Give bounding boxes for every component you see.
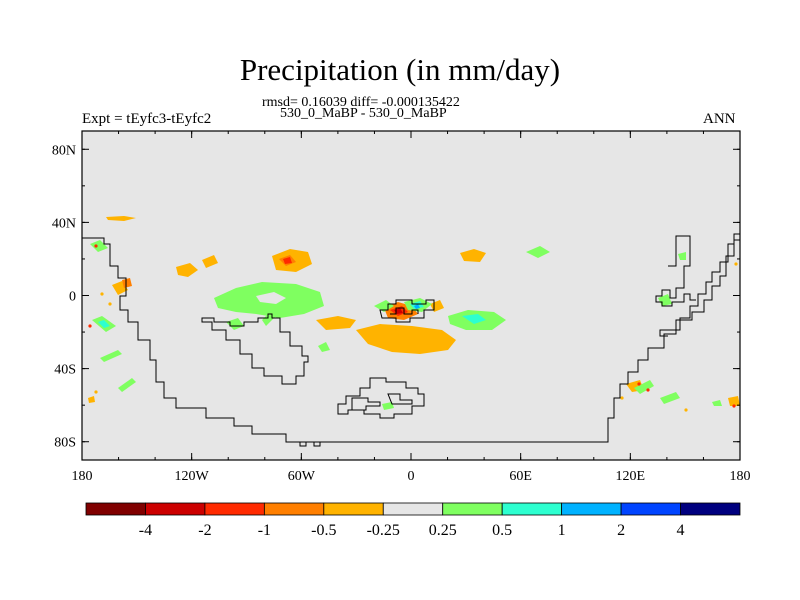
- lon-tick-label: 180: [72, 469, 93, 484]
- colorbar-box: [145, 502, 206, 516]
- lat-tick-label: 80S: [54, 436, 76, 451]
- lon-tick-label: 120W: [175, 469, 210, 484]
- anomaly-speck: [734, 262, 738, 266]
- anomaly-patch: [374, 300, 394, 312]
- anomaly-patch: [98, 320, 110, 328]
- anomaly-patch: [122, 278, 132, 288]
- coastline: [659, 329, 668, 337]
- colorbar-box: [323, 502, 384, 516]
- anomaly-patch: [356, 324, 456, 354]
- colorbar-box: [501, 502, 563, 516]
- anomaly-patch: [728, 396, 740, 406]
- lon-tick-label: 60W: [288, 469, 316, 484]
- cases-line: 530_0_MaBP - 530_0_MaBP: [280, 106, 447, 121]
- colorbar-label: 1: [558, 522, 566, 539]
- coastlines: [82, 233, 741, 447]
- lon-tick-label: 60E: [509, 469, 532, 484]
- coastline: [390, 307, 419, 315]
- anomaly-speck: [94, 244, 98, 248]
- anomaly-patch: [226, 318, 244, 330]
- stats-line: rmsd= 0.16039 diff= -0.000135422: [262, 95, 460, 110]
- colorbar-label: -1: [258, 522, 271, 539]
- anomaly-speck: [684, 408, 688, 412]
- anomaly-speck: [646, 388, 650, 392]
- anomaly-speck: [100, 292, 104, 296]
- colorbar-box: [442, 502, 503, 516]
- anomaly-patch: [678, 252, 686, 260]
- colorbar-label: -4: [139, 522, 152, 539]
- coastline: [201, 313, 309, 385]
- anomaly-patch: [283, 257, 292, 264]
- coastline: [387, 393, 413, 405]
- colorbar-box: [85, 502, 146, 516]
- anomaly-patch: [526, 246, 550, 258]
- anomaly-patch: [202, 255, 218, 268]
- colorbar-box: [263, 502, 325, 516]
- anomaly-patches: [88, 216, 740, 412]
- map-background: [82, 131, 740, 460]
- lon-tick-label: 0: [408, 469, 415, 484]
- anomaly-speck: [88, 324, 92, 328]
- lat-tick-label: 40S: [54, 363, 76, 378]
- anomaly-patch: [118, 378, 136, 392]
- anomaly-patch: [712, 400, 722, 406]
- colorbar-label: 4: [677, 522, 685, 539]
- anomaly-patch: [256, 292, 286, 304]
- anomaly-patch: [634, 380, 654, 394]
- colorbar-label: 2: [617, 522, 625, 539]
- colorbar-box: [680, 502, 741, 516]
- plot-title: Precipitation (in mm/day): [239, 52, 561, 87]
- coastline: [82, 233, 741, 443]
- coastline: [286, 441, 321, 447]
- anomaly-speck: [620, 396, 624, 400]
- lat-tick-label: 40N: [52, 216, 76, 231]
- colorbar-label: 0.25: [429, 522, 457, 539]
- colorbar-box: [620, 502, 681, 516]
- lat-tick-label: 0: [69, 290, 76, 305]
- colorbar-label: -0.5: [311, 522, 336, 539]
- colorbar: -4 -2 -1 -0.5 -0.25 0.25 0.5 1 2 4: [85, 502, 741, 539]
- colorbar-box: [382, 502, 444, 516]
- coastline: [351, 397, 381, 411]
- map-panel: [81, 130, 741, 461]
- anomaly-speck: [637, 382, 641, 386]
- anomaly-patch: [460, 249, 486, 262]
- season-label: ANN: [703, 111, 736, 127]
- anomaly-patch: [176, 263, 198, 277]
- anomaly-patch: [90, 240, 108, 252]
- coastline: [379, 299, 435, 323]
- colorbar-label: -0.25: [367, 522, 400, 539]
- anomaly-patch: [318, 342, 330, 352]
- colorbar-label: 0.5: [492, 522, 512, 539]
- anomaly-patch: [88, 396, 95, 403]
- lon-tick-label: 120E: [616, 469, 646, 484]
- anomaly-speck: [732, 404, 736, 408]
- colorbar-box: [204, 502, 265, 516]
- lat-tick-label: 80N: [52, 143, 76, 158]
- map-axes: 180 120W 60W 0 60E 120E 180 80N 40N 0 40S 80S: [52, 131, 751, 484]
- anomaly-speck: [108, 302, 112, 306]
- anomaly-patch: [316, 316, 356, 330]
- colorbar-label: -2: [198, 522, 211, 539]
- anomaly-patch: [382, 402, 394, 410]
- anomaly-patch: [660, 392, 680, 404]
- lon-tick-label: 180: [730, 469, 751, 484]
- anomaly-patch: [100, 350, 122, 362]
- anomaly-patch: [462, 314, 486, 324]
- experiment-label: Expt = tEyfc3-tEyfc2: [82, 111, 212, 127]
- anomaly-patch: [106, 216, 136, 221]
- colorbar-box: [561, 502, 622, 516]
- coastline: [655, 235, 696, 307]
- coastline: [337, 377, 425, 419]
- anomaly-patch: [414, 304, 420, 309]
- anomaly-speck: [94, 390, 98, 394]
